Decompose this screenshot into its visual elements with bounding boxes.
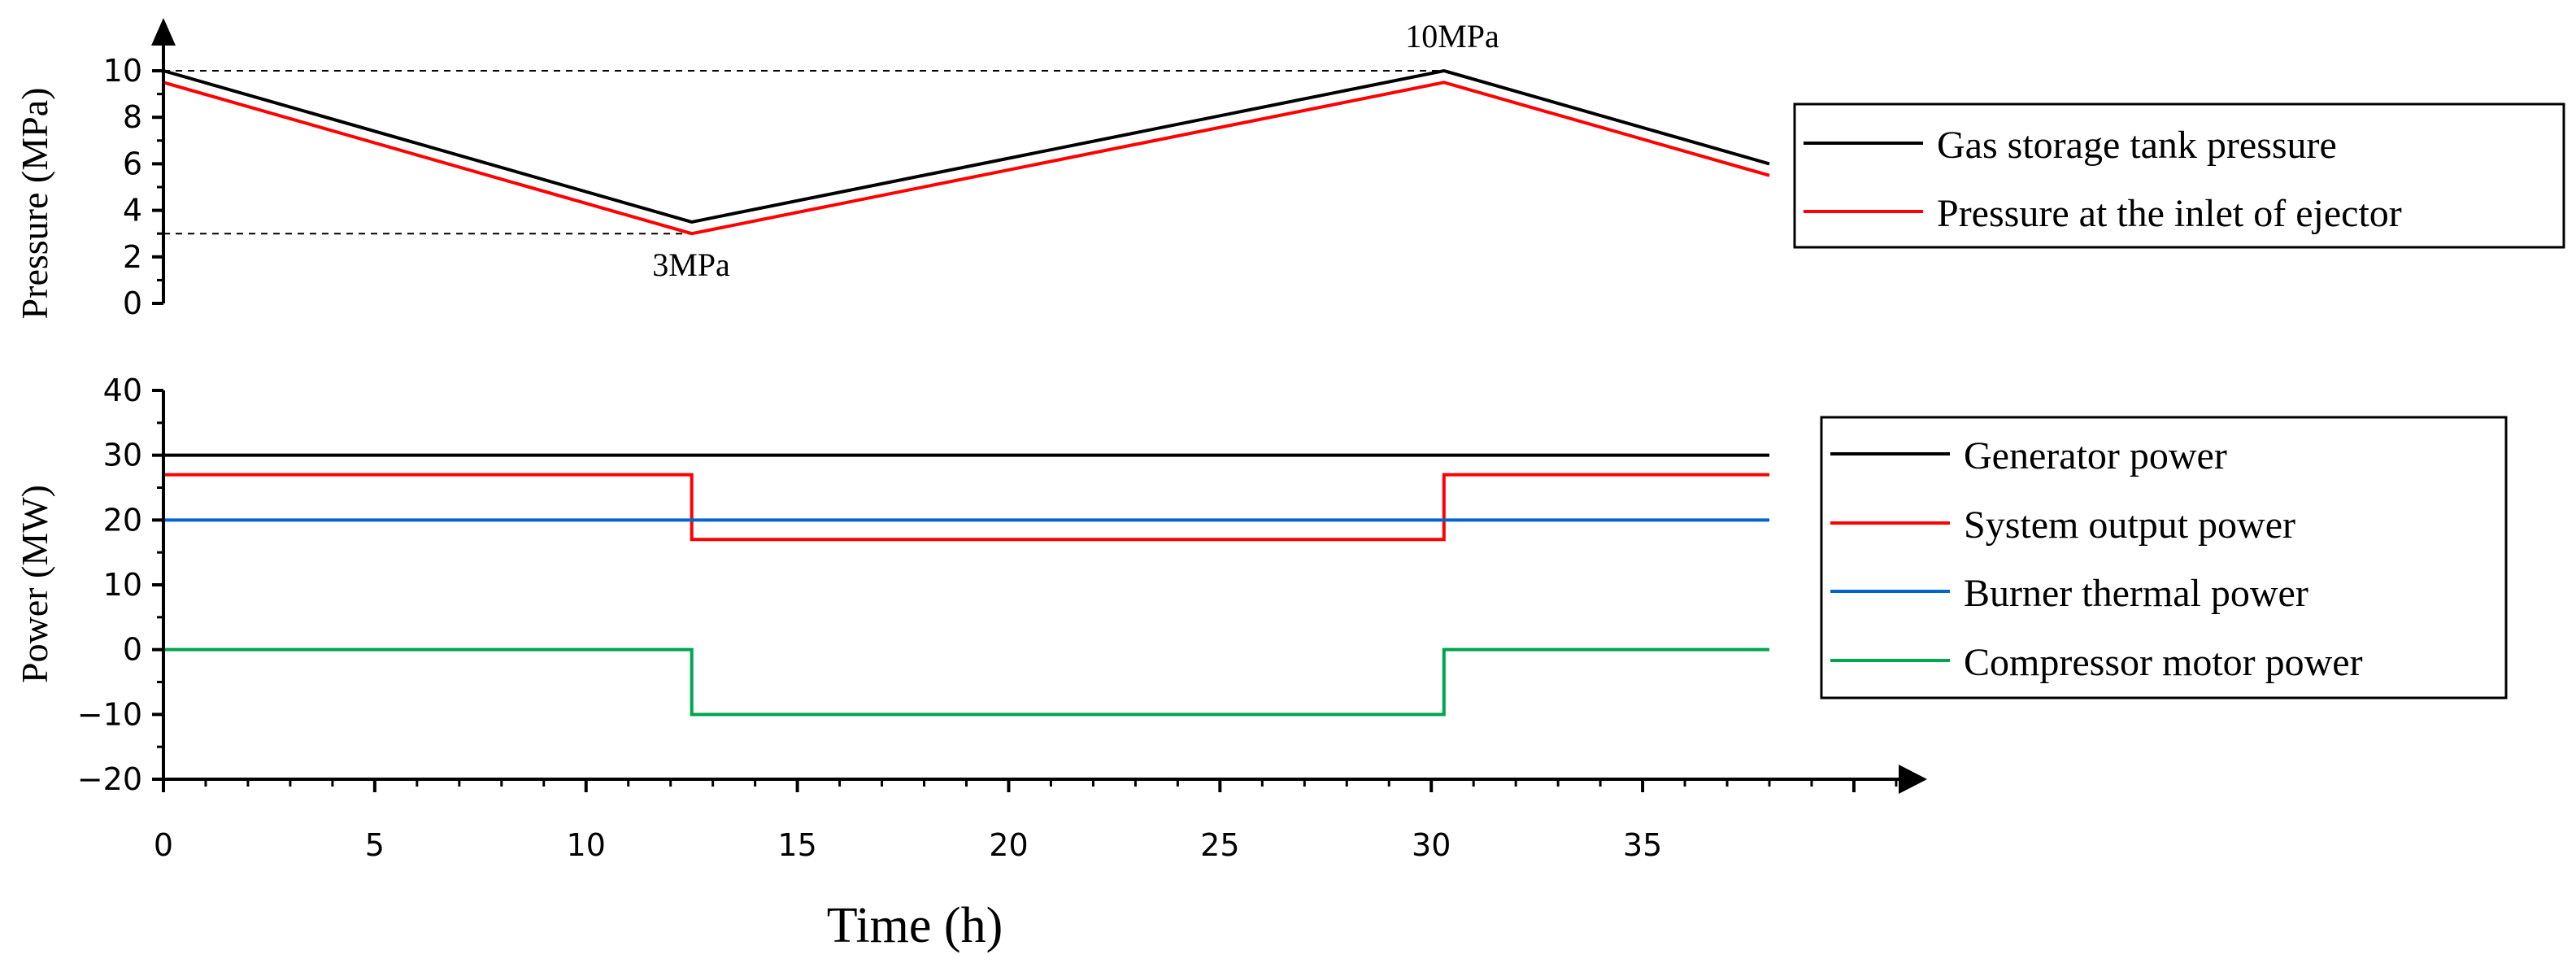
time-x-tick-label: 0 [154, 827, 173, 863]
time-x-tick-label: 20 [989, 827, 1028, 863]
power-y-axis-title: Power (MW) [14, 485, 55, 683]
power-series [163, 453, 1769, 717]
time-x-tick-label: 35 [1623, 827, 1662, 863]
legend-label-generator-power: Generator power [1964, 434, 2227, 477]
time-x-tick-label: 10 [567, 827, 606, 863]
legend-label-system-output-power: System output power [1964, 503, 2295, 547]
pressure-series [163, 68, 1770, 236]
pressure-y-tick-label: 4 [123, 193, 142, 229]
power-legend-box [1820, 416, 2508, 700]
series-line-pressure-at-the-inlet-of-ejector [163, 81, 1770, 236]
series-line-compressor-motor-power [163, 647, 1769, 717]
pressure-panel: 0 2 4 6 8 10 Pressure (MPa) 10MPa 3MPa Gas st… [14, 18, 2565, 321]
power-axes [162, 390, 1927, 794]
legend-label-gas-storage-tank-pressure: Gas storage tank pressure [1937, 124, 2337, 167]
power-y-tick-label: 0 [123, 632, 142, 668]
pressure-ticks: 0 2 4 6 8 10 [103, 53, 163, 321]
legend-label-compressor-motor-power: Compressor motor power [1964, 641, 2363, 684]
reference-lines [163, 70, 1444, 235]
pressure-y-tick-label: 2 [123, 239, 142, 275]
legend-label-inlet-pressure: Pressure at the inlet of ejector [1937, 192, 2402, 235]
legend-label-burner-thermal-power: Burner thermal power [1964, 572, 2308, 615]
power-panel: −20 −10 0 10 20 30 40 0 5 10 15 20 25 30 35 Power (MW)… [14, 373, 2508, 953]
time-x-tick-label: 25 [1200, 827, 1239, 863]
power-y-tick-label: 10 [103, 567, 142, 603]
annotation-10mpa: 10MPa [1405, 18, 1499, 54]
pressure-y-tick-label: 8 [123, 99, 142, 135]
annotation-3mpa: 3MPa [652, 246, 730, 283]
pressure-y-axis-title: Pressure (MPa) [14, 88, 55, 320]
pressure-y-tick-label: 6 [123, 146, 142, 181]
power-y-tick-label: 40 [103, 373, 142, 408]
time-x-axis-title: Time (h) [827, 898, 1003, 953]
pressure-axes [151, 18, 176, 303]
time-x-tick-label: 30 [1412, 827, 1451, 863]
power-y-tick-label: −20 [77, 761, 142, 797]
power-y-tick-label: 30 [103, 438, 142, 473]
power-y-tick-label: 20 [103, 502, 142, 538]
series-line-gas-storage-tank-pressure [163, 68, 1770, 224]
power-y-tick-label: −10 [77, 696, 142, 732]
pressure-legend-box [1793, 102, 2565, 249]
power-ticks: −20 −10 0 10 20 30 40 0 5 10 15 20 25 30 35 [77, 373, 1898, 863]
power-legend: Generator power System output power Burn… [1820, 416, 2508, 700]
series-line-system-output-power [163, 473, 1769, 542]
pressure-legend: Gas storage tank pressure Pressure at th… [1793, 102, 2565, 249]
pressure-y-axis-arrow [151, 18, 176, 46]
pressure-y-tick-label: 0 [123, 285, 142, 321]
pressure-y-tick-label: 10 [103, 53, 142, 89]
time-x-tick-label: 15 [777, 827, 816, 863]
time-x-tick-label: 5 [365, 827, 385, 863]
time-x-axis-arrow [1899, 765, 1927, 794]
